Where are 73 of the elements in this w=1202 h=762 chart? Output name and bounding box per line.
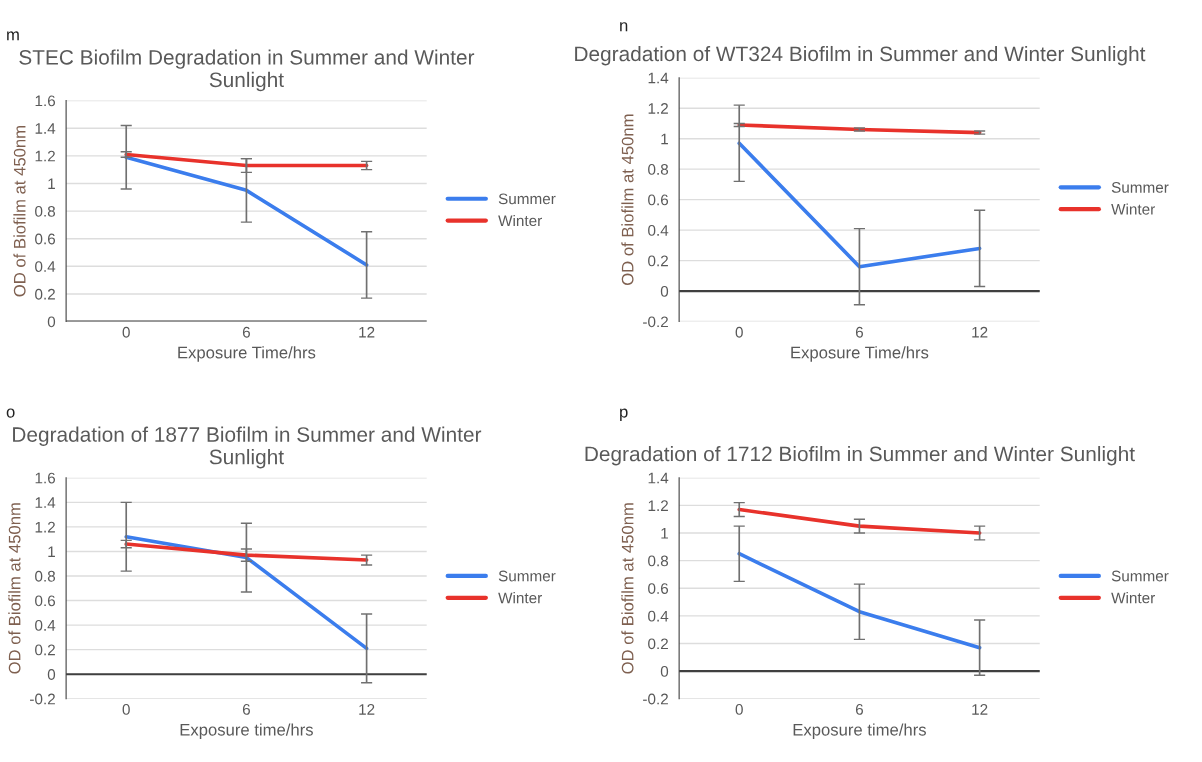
y-tick-label: 1.2 [648, 500, 668, 511]
legend-label: Winter [1111, 203, 1155, 215]
text: p [620, 408, 628, 421]
y-tick-label: 1.6 [35, 472, 56, 484]
y-tick-label: 0.2 [648, 255, 668, 267]
y-tick-label: 1 [48, 546, 55, 557]
y-tick-label: -0.2 [30, 693, 55, 705]
y-axis-title: OD of Biofilm at 450nm [8, 503, 21, 674]
y-tick-label: 1.4 [35, 497, 56, 508]
legend-label: Winter [1111, 592, 1155, 604]
x-tick-label: 6 [855, 326, 864, 338]
text: o [6, 408, 15, 418]
y-tick-label: -0.2 [643, 693, 668, 705]
y-tick-label: 0 [47, 316, 56, 328]
x-tick-label: 0 [122, 326, 130, 338]
chart-title: Degradation of 1877 Biofilm in Summer and Winter Sunlight [13, 426, 482, 469]
x-tick-label: 6 [855, 704, 864, 715]
x-tick-label: 12 [359, 326, 375, 338]
y-tick-label: 0.6 [648, 194, 669, 206]
x-tick-label: 12 [972, 326, 988, 338]
chart-title: Degradation of 1712 Biofilm in Summer and Winter Sunlight [585, 446, 1135, 466]
x-tick-label: 0 [735, 326, 743, 338]
y-tick-label: 1 [661, 133, 668, 145]
y-tick-label: 0.4 [35, 261, 56, 273]
y-tick-label: 0.2 [35, 644, 55, 656]
y-tick-label: 1.2 [35, 150, 55, 162]
y-tick-label: 1 [661, 528, 668, 539]
y-tick-label: 1.4 [35, 123, 56, 134]
x-tick-label: 0 [122, 704, 130, 715]
y-tick-label: 0.4 [35, 619, 56, 631]
legend-label: Summer [498, 570, 556, 582]
x-tick-label: 6 [242, 326, 250, 338]
y-axis-title: OD of Biofilm at 450nm [621, 114, 634, 285]
legend-label: Summer [1111, 181, 1169, 193]
x-tick-label: 12 [359, 704, 375, 715]
y-tick-label: -0.2 [643, 316, 668, 328]
legend-label: Winter [498, 592, 542, 604]
x-axis-title: Exposure Time/hrs [178, 346, 316, 362]
y-tick-label: 0 [660, 285, 669, 297]
y-axis-title: OD of Biofilm at 450nm [13, 126, 26, 297]
legend-label: Summer [1111, 570, 1169, 582]
y-tick-label: 1.4 [648, 72, 669, 84]
x-tick-label: 0 [735, 704, 743, 715]
y-tick-label: 0.4 [648, 610, 669, 622]
text: n [620, 22, 628, 32]
legend-label: Winter [498, 214, 542, 227]
x-axis-title: Exposure time/hrs [793, 723, 926, 739]
legend-label: Summer [498, 193, 556, 205]
y-tick-label: 0.2 [35, 288, 55, 300]
x-axis-title: Exposure Time/hrs [791, 346, 929, 362]
y-tick-label: 0.8 [35, 205, 56, 217]
x-axis-title: Exposure time/hrs [180, 723, 313, 739]
y-tick-label: 1.6 [35, 95, 56, 107]
chart-title: Degradation of WT324 Biofilm in Summer and Winter Sunlight [575, 45, 1146, 66]
y-tick-label: 1.2 [648, 103, 668, 114]
chart-title: STEC Biofilm Degradation in Summer and Winter Sunlight [19, 49, 475, 92]
x-tick-label: 6 [242, 704, 250, 715]
y-tick-label: 1.4 [648, 472, 669, 484]
y-tick-label: 0.2 [648, 638, 668, 650]
y-tick-label: 1 [48, 178, 55, 189]
y-tick-label: 0.8 [648, 164, 669, 175]
x-tick-label: 12 [972, 704, 988, 715]
y-tick-label: 0 [47, 669, 56, 680]
y-axis-title: OD of Biofilm at 450nm [621, 503, 634, 674]
text: m [7, 31, 19, 41]
y-tick-label: 0 [660, 666, 669, 677]
y-tick-label: 1.2 [35, 521, 55, 533]
y-tick-label: 0.6 [35, 595, 56, 607]
y-tick-label: 0.4 [648, 224, 669, 236]
y-tick-label: 0.6 [35, 233, 56, 245]
y-tick-label: 0.8 [35, 570, 56, 582]
y-tick-label: 0.8 [648, 555, 669, 567]
y-tick-label: 0.6 [648, 583, 669, 594]
